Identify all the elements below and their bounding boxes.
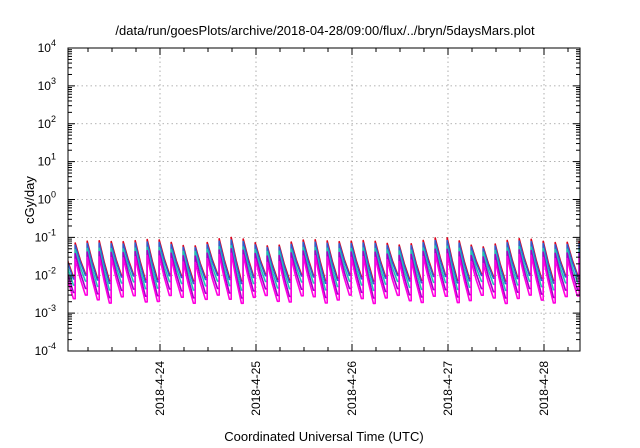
x-tick-label: 2018-4-27	[441, 361, 455, 416]
x-tick-label: 2018-4-24	[153, 361, 167, 416]
series-line-4	[68, 248, 580, 299]
y-tick-label: 104	[38, 38, 56, 55]
y-tick-label: 10-1	[35, 227, 56, 244]
y-tick-label: 101	[38, 152, 56, 169]
grid	[68, 48, 580, 351]
y-tick-label: 103	[38, 76, 56, 93]
x-tick-label: 2018-4-26	[345, 361, 359, 416]
y-tick-label: 10-2	[35, 265, 56, 282]
x-tick-label: 2018-4-28	[537, 361, 551, 416]
x-axis-label: Coordinated Universal Time (UTC)	[224, 429, 423, 444]
series-line-3	[68, 245, 580, 292]
x-tick-label: 2018-4-25	[249, 361, 263, 416]
y-tick-label: 10-3	[35, 303, 56, 320]
y-tick-label: 102	[38, 114, 56, 131]
y-axis-label: cGy/day	[22, 176, 37, 224]
y-tick-label: 10-4	[35, 341, 56, 358]
chart-title: /data/run/goesPlots/archive/2018-04-28/0…	[115, 23, 535, 38]
series-lines	[68, 236, 580, 305]
series-line-5	[68, 252, 580, 305]
series-line-2	[68, 239, 580, 285]
x-axis: 2018-4-24 2018-4-25 2018-4-26 2018-4-27 2018…	[87, 48, 569, 416]
y-tick-label: 100	[38, 190, 56, 207]
